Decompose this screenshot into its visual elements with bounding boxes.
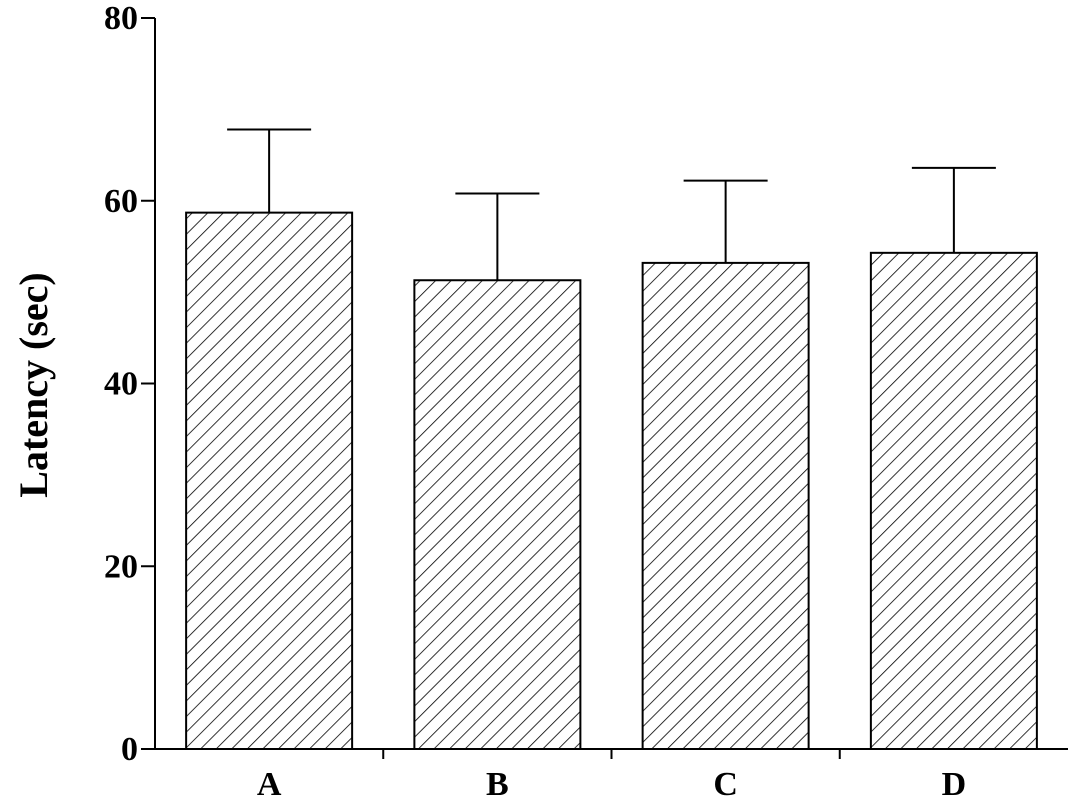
axes-layer: 0 20 40 60 80 A B C D — [104, 0, 1068, 802]
bar-b — [413, 279, 582, 750]
x-category-label: A — [257, 766, 282, 802]
x-category-label: C — [713, 766, 738, 802]
y-tick-label: 0 — [121, 731, 138, 768]
bar-c — [641, 261, 810, 750]
bar-a — [185, 211, 354, 751]
bars-layer — [185, 128, 1038, 751]
y-tick-label: 40 — [104, 366, 138, 403]
x-category-label: D — [942, 766, 967, 802]
y-axis-title: Latency (sec) — [11, 272, 56, 497]
y-tick-label: 60 — [104, 183, 138, 220]
y-tick-label: 80 — [104, 0, 138, 37]
y-tick-label: 20 — [104, 548, 138, 585]
bar-d — [869, 251, 1038, 751]
x-category-label: B — [486, 766, 509, 802]
